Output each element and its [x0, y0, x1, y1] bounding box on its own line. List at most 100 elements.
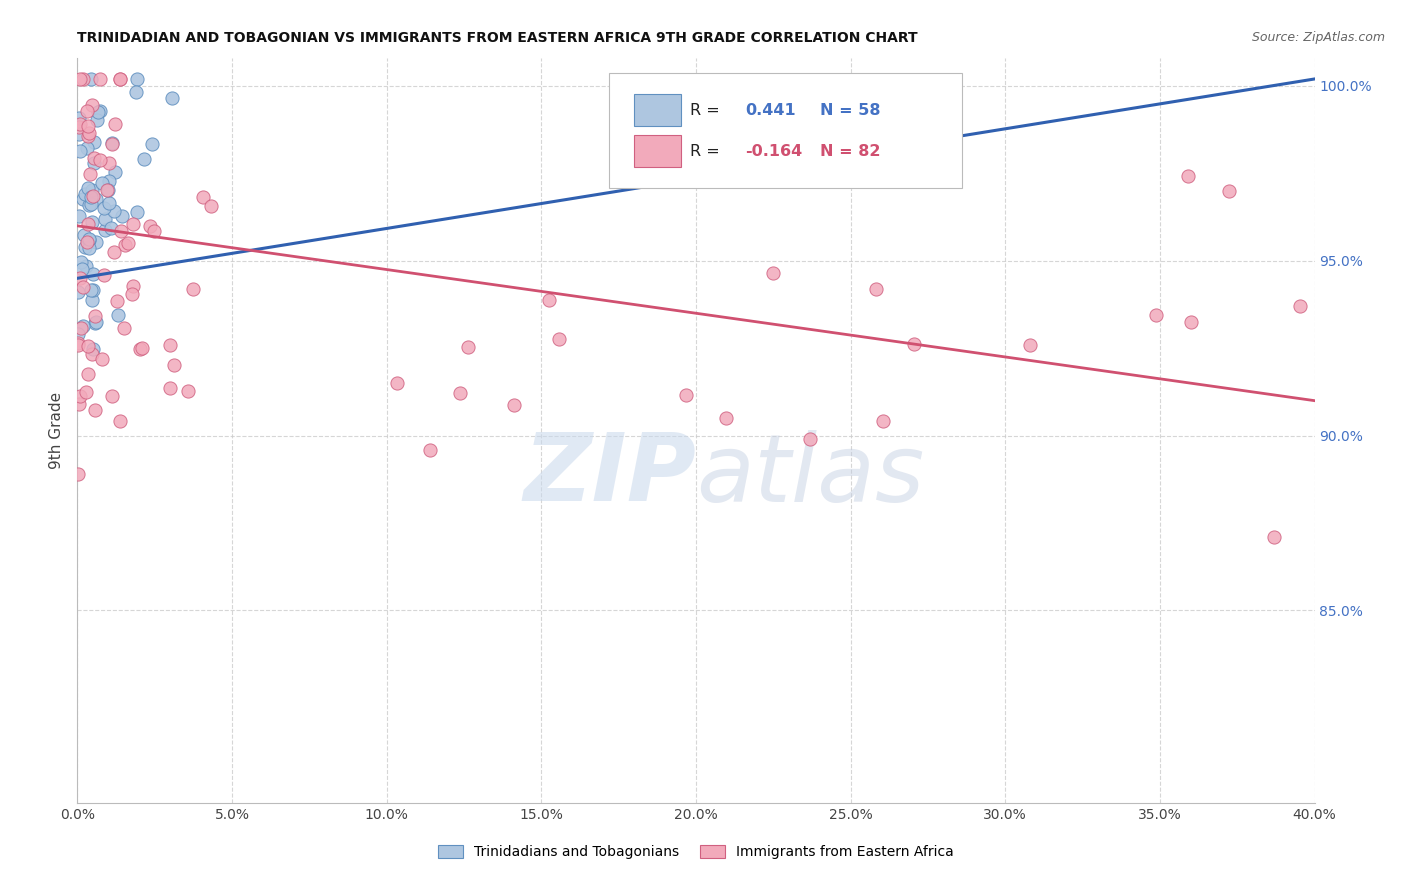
Point [122, 278, 145, 293]
Point [72, 261, 94, 276]
Point [80, 98, 103, 112]
Point [79, 126, 101, 140]
Point [67, 127, 90, 141]
Point [1180, 315, 1202, 329]
Point [111, 209, 134, 223]
Point [89, 153, 111, 167]
Point [67, 120, 90, 135]
Point [160, 91, 183, 105]
Point [93, 212, 115, 227]
Point [76, 104, 98, 119]
Point [67, 326, 90, 341]
Point [89, 72, 111, 87]
Point [76, 141, 98, 155]
Point [76, 338, 98, 352]
Point [86, 235, 108, 249]
Point [77, 198, 100, 212]
Point [77, 367, 100, 381]
Point [121, 217, 143, 231]
Point [903, 337, 925, 351]
Legend: Trinidadians and Tobagonians, Immigrants from Eastern Africa: Trinidadians and Tobagonians, Immigrants… [439, 845, 953, 859]
Point [103, 244, 125, 259]
Point [502, 398, 524, 412]
Point [100, 389, 122, 403]
Text: atlas: atlas [696, 430, 924, 521]
Text: Source: ZipAtlas.com: Source: ZipAtlas.com [1251, 31, 1385, 45]
Point [82, 283, 104, 297]
Point [82, 189, 104, 203]
Point [76, 235, 98, 249]
Point [1018, 338, 1040, 352]
Point [79, 72, 101, 87]
Point [72, 318, 94, 333]
Point [77, 241, 100, 255]
Point [98, 174, 121, 188]
Point [90, 352, 112, 367]
Point [97, 156, 120, 170]
Point [72, 72, 94, 87]
Point [807, 119, 830, 133]
Point [83, 152, 105, 166]
Point [1263, 530, 1285, 544]
Point [72, 279, 94, 293]
Point [82, 293, 104, 308]
Point [67, 112, 90, 126]
Point [84, 315, 107, 329]
Point [177, 384, 200, 398]
Point [84, 192, 107, 206]
Text: R =: R = [690, 103, 724, 118]
Point [67, 467, 90, 481]
Point [108, 72, 131, 87]
Point [104, 117, 127, 131]
Point [865, 282, 887, 296]
Point [93, 202, 115, 216]
Point [80, 197, 103, 211]
Point [108, 414, 131, 428]
Point [128, 342, 150, 356]
Text: TRINIDADIAN AND TOBAGONIAN VS IMMIGRANTS FROM EASTERN AFRICA 9TH GRADE CORRELATI: TRINIDADIAN AND TOBAGONIAN VS IMMIGRANTS… [77, 31, 918, 45]
Point [457, 340, 479, 354]
Point [67, 336, 90, 351]
Point [385, 376, 408, 390]
Point [86, 113, 108, 128]
Point [104, 165, 127, 179]
Point [131, 341, 153, 355]
Point [77, 233, 100, 247]
Point [107, 308, 129, 322]
Point [67, 285, 90, 299]
Point [76, 128, 98, 143]
Point [93, 268, 115, 283]
Point [1144, 308, 1167, 322]
FancyBboxPatch shape [634, 136, 681, 167]
Point [97, 195, 120, 210]
Point [101, 137, 124, 152]
Point [163, 358, 186, 372]
Point [80, 347, 103, 361]
Point [110, 225, 132, 239]
Point [762, 266, 785, 280]
Point [96, 184, 118, 198]
Point [82, 183, 104, 197]
Point [83, 316, 105, 330]
Point [547, 332, 569, 346]
Point [449, 386, 471, 401]
Text: N = 82: N = 82 [820, 144, 880, 159]
Point [79, 167, 101, 181]
Point [76, 217, 98, 231]
Point [72, 192, 94, 206]
FancyBboxPatch shape [609, 73, 962, 188]
Point [191, 190, 214, 204]
Point [1218, 184, 1240, 198]
Point [141, 136, 163, 151]
Point [73, 228, 96, 243]
Point [80, 215, 103, 229]
Point [159, 338, 181, 352]
Point [82, 267, 104, 281]
Text: N = 58: N = 58 [820, 103, 880, 118]
Point [117, 235, 139, 250]
Y-axis label: 9th Grade: 9th Grade [49, 392, 65, 469]
Point [872, 414, 894, 428]
Point [799, 432, 821, 446]
Point [105, 293, 128, 308]
Point [77, 181, 100, 195]
